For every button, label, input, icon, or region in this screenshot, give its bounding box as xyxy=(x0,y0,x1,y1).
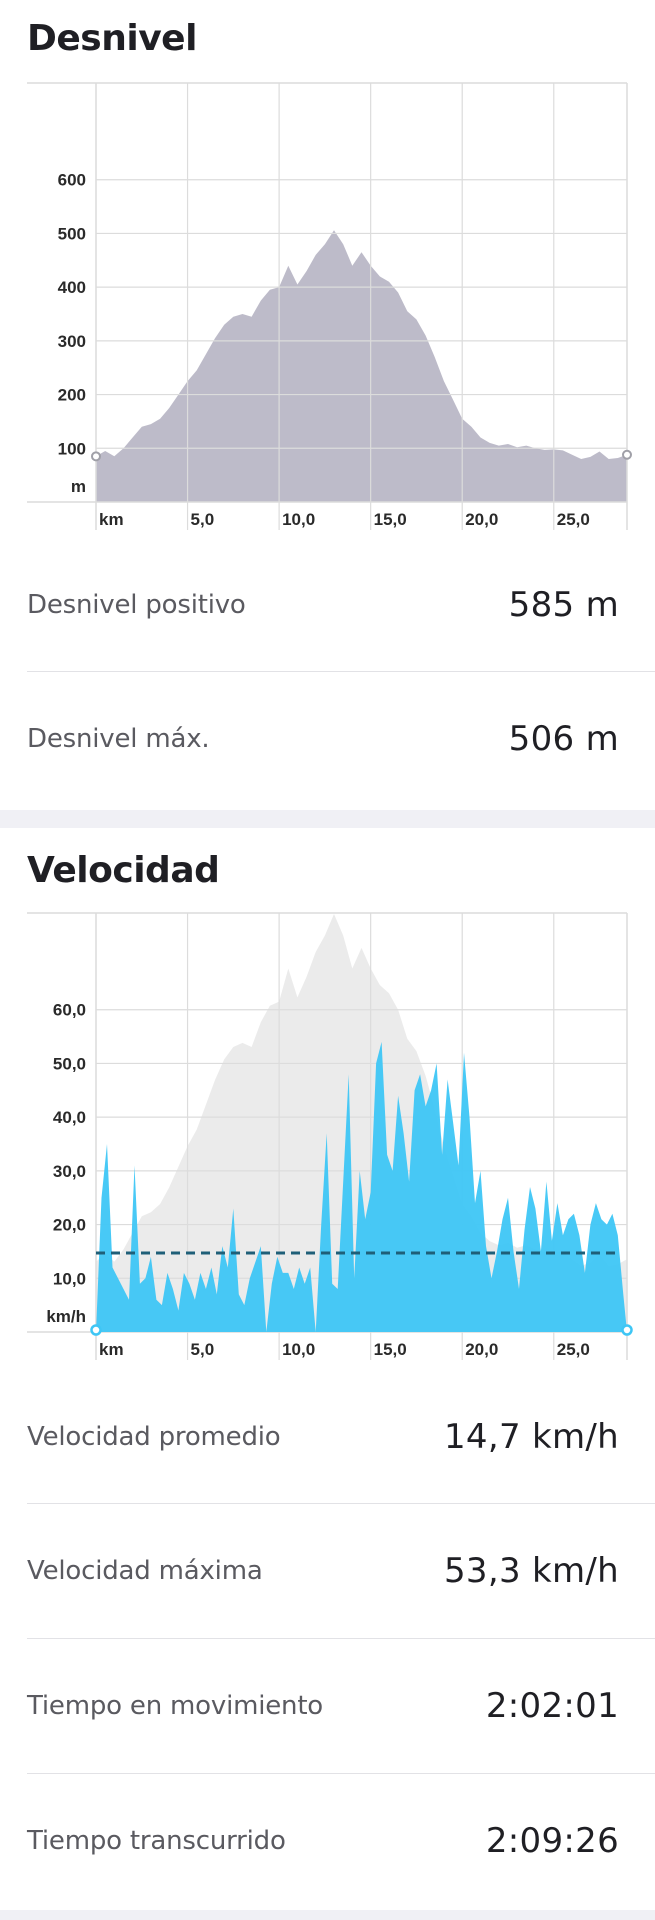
y-unit-label: m xyxy=(71,477,86,496)
stat-label: Desnivel máx. xyxy=(27,724,210,754)
stat-row-avg-speed: Velocidad promedio 14,7 km/h xyxy=(0,1370,655,1504)
x-tick-label: 10,0 xyxy=(282,1340,315,1359)
stat-value: 14,7 km/h xyxy=(443,1417,619,1457)
range-handle-end xyxy=(622,449,632,460)
stat-label: Desnivel positivo xyxy=(27,590,246,620)
stat-row-max-speed: Velocidad máxima 53,3 km/h xyxy=(0,1504,655,1638)
elevation-area xyxy=(96,230,627,502)
stat-value: 53,3 km/h xyxy=(443,1551,619,1591)
stat-label: Velocidad promedio xyxy=(27,1422,281,1452)
speed-section-title: Velocidad xyxy=(27,850,220,891)
x-tick-label: 5,0 xyxy=(191,1340,215,1359)
x-tick-label: 20,0 xyxy=(465,510,498,529)
y-tick-label: 500 xyxy=(58,224,86,243)
y-tick-label: 60,0 xyxy=(53,1001,86,1020)
stat-label: Tiempo en movimiento xyxy=(27,1691,324,1721)
elevation-chart-svg[interactable]: 100 200 300 400 500 600 m 5,0 10,0 15,0 20,0 25,0 km xyxy=(0,82,655,532)
speed-area xyxy=(96,1041,627,1332)
stat-row-max-elevation: Desnivel máx. 506 m xyxy=(0,672,655,806)
section-separator xyxy=(0,810,655,828)
y-tick-label: 10,0 xyxy=(53,1269,86,1288)
stat-label: Tiempo transcurrido xyxy=(27,1826,286,1856)
stat-row-elapsed-time: Tiempo transcurrido 2:09:26 xyxy=(0,1774,655,1908)
y-unit-label: km/h xyxy=(46,1307,86,1326)
range-handle-start xyxy=(91,451,101,462)
stat-label: Velocidad máxima xyxy=(27,1556,263,1586)
x-tick-label: 20,0 xyxy=(465,1340,498,1359)
y-tick-label: 20,0 xyxy=(53,1216,86,1235)
range-handle-start xyxy=(90,1324,102,1336)
y-tick-label: 30,0 xyxy=(53,1162,86,1181)
elevation-background-area xyxy=(96,914,627,1332)
divider xyxy=(27,671,655,672)
y-tick-label: 50,0 xyxy=(53,1054,86,1073)
y-tick-label: 400 xyxy=(58,278,86,297)
divider xyxy=(27,1638,655,1639)
elevation-chart[interactable]: 100 200 300 400 500 600 m 5,0 10,0 15,0 20,0 25,0 km xyxy=(0,82,655,532)
x-tick-label: 15,0 xyxy=(374,1340,407,1359)
speed-chart[interactable]: 10,0 20,0 30,0 40,0 50,0 60,0 km/h 5,0 10,0 15,0 2… xyxy=(0,912,655,1362)
speed-chart-svg[interactable]: 10,0 20,0 30,0 40,0 50,0 60,0 km/h 5,0 10,0 15,0 2… xyxy=(0,912,655,1362)
section-separator xyxy=(0,1910,655,1920)
y-tick-label: 600 xyxy=(58,171,86,190)
x-tick-label: 5,0 xyxy=(191,510,215,529)
stat-row-elevation-gain: Desnivel positivo 585 m xyxy=(0,538,655,672)
x-unit-label: km xyxy=(99,1340,124,1359)
y-tick-label: 100 xyxy=(58,439,86,458)
divider xyxy=(27,1773,655,1774)
stat-value: 2:09:26 xyxy=(485,1821,619,1861)
stat-value: 506 m xyxy=(508,719,619,759)
x-tick-label: 10,0 xyxy=(282,510,315,529)
x-tick-label: 15,0 xyxy=(374,510,407,529)
y-tick-label: 300 xyxy=(58,332,86,351)
x-tick-label: 25,0 xyxy=(557,1340,590,1359)
x-unit-label: km xyxy=(99,510,124,529)
x-tick-label: 25,0 xyxy=(557,510,590,529)
divider xyxy=(27,1503,655,1504)
stat-value: 585 m xyxy=(508,585,619,625)
y-tick-label: 40,0 xyxy=(53,1108,86,1127)
range-handle-end xyxy=(621,1324,633,1336)
stat-value: 2:02:01 xyxy=(485,1686,619,1726)
stat-row-moving-time: Tiempo en movimiento 2:02:01 xyxy=(0,1639,655,1773)
elevation-section-title: Desnivel xyxy=(27,18,197,59)
y-tick-label: 200 xyxy=(58,386,86,405)
